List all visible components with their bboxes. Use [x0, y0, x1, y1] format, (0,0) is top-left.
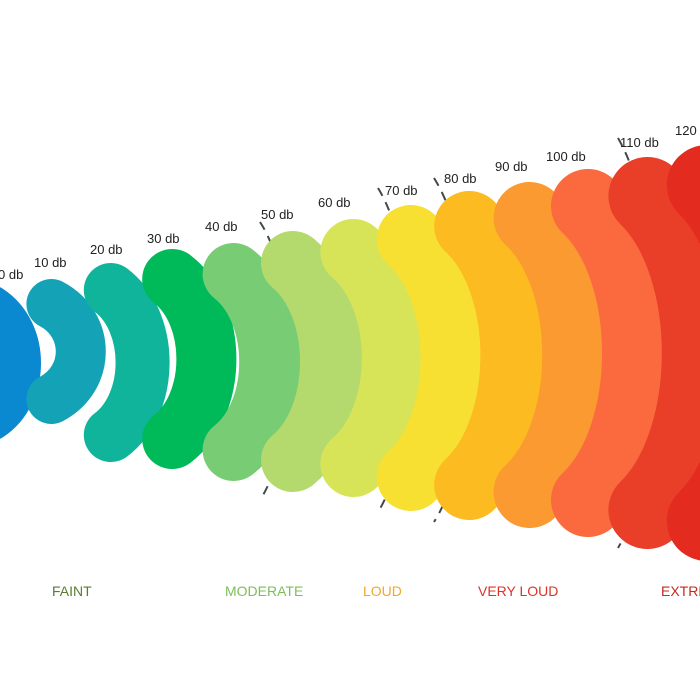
- db-label-12: 120 db: [675, 123, 700, 138]
- db-band-4: [202, 243, 302, 481]
- category-label-3: VERY LOUD: [478, 583, 558, 599]
- category-label-2: LOUD: [363, 583, 402, 599]
- db-band-0: [0, 287, 41, 439]
- db-band-9: [493, 182, 615, 528]
- db-band-5: [261, 231, 364, 492]
- db-label-5: 50 db: [261, 207, 294, 222]
- db-label-7: 70 db: [385, 183, 418, 198]
- db-band-7: [376, 205, 489, 511]
- category-label-1: MODERATE: [225, 583, 303, 599]
- db-band-2: [83, 263, 170, 462]
- db-label-0: 0 db: [0, 267, 23, 282]
- db-label-1: 10 db: [34, 255, 67, 270]
- db-label-3: 30 db: [147, 231, 180, 246]
- db-band-3: [142, 249, 237, 469]
- db-label-9: 90 db: [495, 159, 528, 174]
- db-band-6: [320, 219, 428, 497]
- decibel-bands: [0, 145, 700, 561]
- db-label-11: 110 db: [620, 135, 659, 150]
- category-labels: FAINT MODERATE LOUD VERY LOUD EXTRE: [52, 583, 700, 599]
- db-band-8: [434, 191, 551, 520]
- db-band-1: [26, 279, 106, 424]
- db-label-8: 80 db: [444, 171, 477, 186]
- db-label-4: 40 db: [205, 219, 238, 234]
- db-label-10: 100 db: [546, 149, 586, 164]
- category-label-0: FAINT: [52, 583, 92, 599]
- db-band-11: [608, 157, 700, 549]
- db-label-6: 60 db: [318, 195, 351, 210]
- decibel-labels: 0 db 10 db 20 db 30 db 40 db 50 db 60 db 70 db 8…: [0, 123, 700, 282]
- db-band-10: [551, 169, 676, 537]
- category-label-4: EXTRE: [661, 583, 700, 599]
- db-label-2: 20 db: [90, 242, 123, 257]
